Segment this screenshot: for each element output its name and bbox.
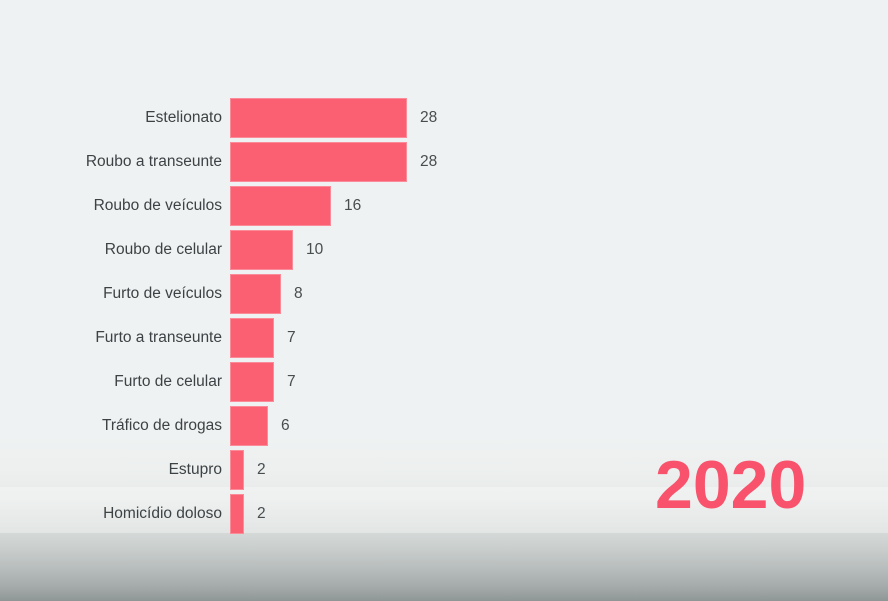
category-label: Homicídio doloso [103,505,222,522]
year-label: 2020 [655,447,807,523]
value-label: 8 [294,285,303,302]
chart-row: Roubo a transeunte 28 [0,142,888,182]
chart-row: Furto de celular 7 [0,362,888,402]
bar [230,362,274,402]
value-label: 28 [420,153,438,170]
chart-row: Homicídio doloso 2 [0,494,888,534]
category-label: Estelionato [145,109,222,126]
bar [230,186,331,226]
chart-row: Tráfico de drogas 6 [0,406,888,446]
value-label: 28 [420,109,438,126]
category-label: Furto a transeunte [95,329,222,346]
value-label: 10 [306,241,324,258]
category-label: Roubo de veículos [93,197,222,214]
bar [230,406,268,446]
value-label: 7 [287,373,296,390]
chart-row: Estelionato 28 [0,98,888,138]
bar [230,450,244,490]
category-label: Furto de celular [114,373,222,390]
chart-row: Roubo de celular 10 [0,230,888,270]
bar-chart: Estelionato 28 Roubo a transeunte 28 Roubo d… [0,98,888,538]
category-label: Roubo a transeunte [85,153,222,170]
bar [230,494,244,534]
bar [230,274,281,314]
category-label: Estupro [168,461,222,478]
category-label: Tráfico de drogas [101,417,222,434]
value-label: 6 [281,417,290,434]
value-label: 7 [287,329,296,346]
chart-row: Furto de veículos 8 [0,274,888,314]
bar [230,318,274,358]
bar-rows: Estelionato 28 Roubo a transeunte 28 Roubo d… [0,98,888,534]
value-label: 2 [257,505,266,522]
value-label: 2 [257,461,266,478]
chart-row: Furto a transeunte 7 [0,318,888,358]
chart-row: Roubo de veículos 16 [0,186,888,226]
bar [230,142,407,182]
value-label: 16 [344,197,362,214]
category-label: Furto de veículos [103,285,222,302]
bar [230,230,293,270]
bar [230,98,407,138]
category-label: Roubo de celular [104,241,222,258]
chart-row: Estupro 2 [0,450,888,490]
